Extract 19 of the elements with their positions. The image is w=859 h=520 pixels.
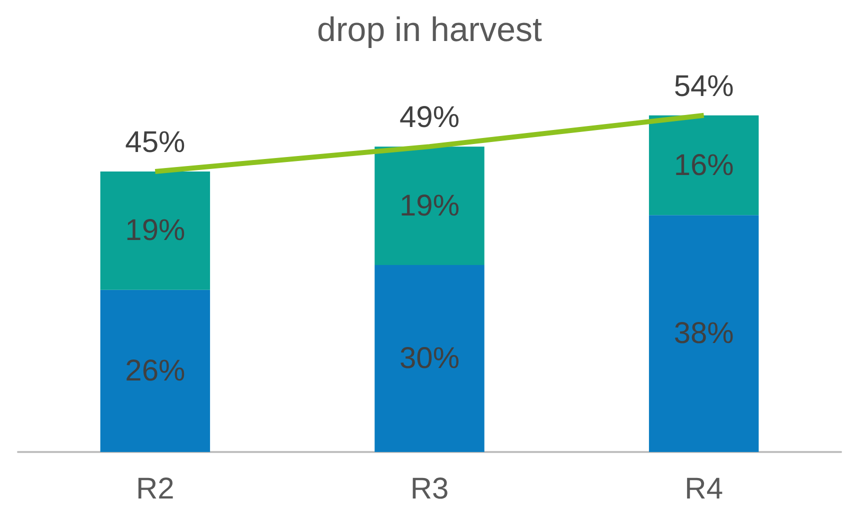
data-label: 26% [125,354,186,388]
bar [100,172,210,290]
bar [100,290,210,452]
data-label: 19% [399,189,460,222]
data-label: 19% [125,214,186,248]
bar [374,146,484,265]
data-label: 38% [674,317,734,350]
x-tick-label: R4 [684,472,724,506]
data-label: 16% [674,148,734,182]
data-label: 45% [125,126,186,159]
bar [648,115,759,216]
bar [374,265,484,452]
x-tick-label: R3 [410,472,449,506]
data-label: 49% [399,101,460,134]
bar [648,215,759,452]
x-tick-label: R2 [136,472,174,506]
data-label: 30% [399,342,460,375]
data-label: 54% [674,70,734,103]
text: drop in harvest [317,11,542,49]
